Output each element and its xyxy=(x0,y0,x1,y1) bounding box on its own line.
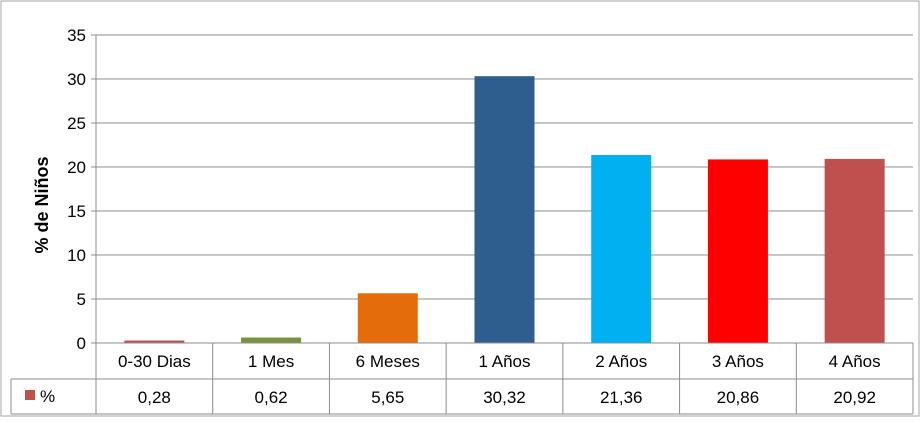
y-tick-label: 30 xyxy=(67,70,86,89)
category-label: 1 Años xyxy=(479,352,531,371)
bars xyxy=(124,76,885,344)
bar xyxy=(124,340,185,343)
data-table: 0-30 Dias 0,28 1 Mes 0,62 6 Meses 5,65 1 Años 3… xyxy=(10,342,914,415)
category-label: 0-30 Dias xyxy=(118,352,191,371)
category-label: 2 Años xyxy=(595,352,647,371)
y-tick-label: 20 xyxy=(67,158,86,177)
data-table-value: 20,92 xyxy=(833,388,876,407)
bar xyxy=(824,158,885,343)
y-tick-label: 0 xyxy=(77,334,86,353)
data-table-value: 5,65 xyxy=(371,388,404,407)
y-axis-ticks: 0 5 10 15 20 25 30 35 xyxy=(67,26,96,353)
y-tick-label: 25 xyxy=(67,114,86,133)
bar xyxy=(357,293,418,343)
y-axis-label: % de Niños xyxy=(32,156,52,253)
data-table-value: 21,36 xyxy=(600,388,643,407)
y-tick-label: 5 xyxy=(77,290,86,309)
bar xyxy=(474,76,535,344)
data-table-value: 0,62 xyxy=(255,388,288,407)
y-tick-label: 10 xyxy=(67,246,86,265)
bar xyxy=(707,159,768,343)
category-label: 4 Años xyxy=(829,352,881,371)
legend-key-swatch xyxy=(25,390,35,400)
category-label: 3 Años xyxy=(712,352,764,371)
y-tick-label: 15 xyxy=(67,202,86,221)
category-label: 6 Meses xyxy=(356,352,420,371)
bar xyxy=(591,155,652,343)
y-tick-label: 35 xyxy=(67,26,86,45)
category-label: 1 Mes xyxy=(248,352,294,371)
data-table-value: 0,28 xyxy=(138,388,171,407)
data-table-value: 30,32 xyxy=(483,388,526,407)
legend-series-name: % xyxy=(40,387,55,406)
data-table-value: 20,86 xyxy=(717,388,760,407)
bar xyxy=(241,337,302,343)
